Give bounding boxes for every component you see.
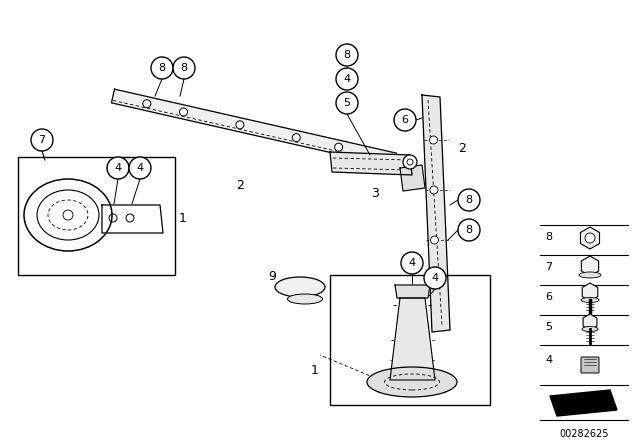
Text: 9: 9 — [268, 270, 276, 283]
Text: 7: 7 — [545, 262, 552, 272]
Circle shape — [430, 186, 438, 194]
Polygon shape — [330, 152, 412, 175]
Circle shape — [336, 92, 358, 114]
Text: 4: 4 — [344, 74, 351, 84]
Ellipse shape — [287, 294, 323, 304]
Ellipse shape — [275, 277, 325, 297]
Circle shape — [424, 267, 446, 289]
Circle shape — [336, 44, 358, 66]
Text: 2: 2 — [458, 142, 466, 155]
Circle shape — [394, 109, 416, 131]
Circle shape — [107, 157, 129, 179]
Circle shape — [335, 143, 342, 151]
Text: 8: 8 — [180, 63, 188, 73]
Circle shape — [292, 134, 300, 142]
Text: 5: 5 — [344, 98, 351, 108]
Polygon shape — [550, 390, 617, 416]
Polygon shape — [395, 285, 430, 298]
Text: 00282625: 00282625 — [559, 429, 609, 439]
Bar — [330, 275, 490, 405]
Ellipse shape — [581, 297, 599, 302]
Circle shape — [179, 108, 188, 116]
Circle shape — [236, 121, 244, 129]
Circle shape — [458, 219, 480, 241]
Circle shape — [31, 129, 53, 151]
Text: 8: 8 — [159, 63, 166, 73]
Text: 5: 5 — [545, 322, 552, 332]
Polygon shape — [390, 298, 435, 380]
Circle shape — [429, 136, 438, 144]
Text: 3: 3 — [371, 186, 379, 199]
Text: 4: 4 — [431, 273, 438, 283]
Text: 4: 4 — [136, 163, 143, 173]
Circle shape — [401, 252, 423, 274]
Text: 4: 4 — [545, 355, 552, 365]
Circle shape — [151, 57, 173, 79]
Text: 4: 4 — [408, 258, 415, 268]
Text: 1: 1 — [179, 211, 187, 224]
Circle shape — [403, 155, 417, 169]
FancyBboxPatch shape — [581, 357, 599, 373]
Circle shape — [336, 68, 358, 90]
Text: 2: 2 — [236, 178, 244, 191]
Circle shape — [129, 157, 151, 179]
Polygon shape — [422, 95, 450, 332]
Circle shape — [143, 100, 151, 108]
Ellipse shape — [579, 272, 601, 278]
Circle shape — [173, 57, 195, 79]
Circle shape — [458, 189, 480, 211]
Ellipse shape — [367, 367, 457, 397]
Polygon shape — [111, 89, 397, 167]
Text: 7: 7 — [38, 135, 45, 145]
Text: 6: 6 — [545, 292, 552, 302]
Text: 8: 8 — [465, 195, 472, 205]
Ellipse shape — [582, 327, 598, 332]
Polygon shape — [400, 165, 425, 191]
Text: 8: 8 — [344, 50, 351, 60]
Text: 1: 1 — [311, 363, 319, 376]
Text: 6: 6 — [401, 115, 408, 125]
Circle shape — [585, 233, 595, 243]
Text: 8: 8 — [465, 225, 472, 235]
Bar — [18, 157, 175, 275]
Text: 8: 8 — [545, 232, 552, 242]
Text: 4: 4 — [115, 163, 122, 173]
Polygon shape — [102, 205, 163, 233]
Circle shape — [431, 236, 438, 244]
